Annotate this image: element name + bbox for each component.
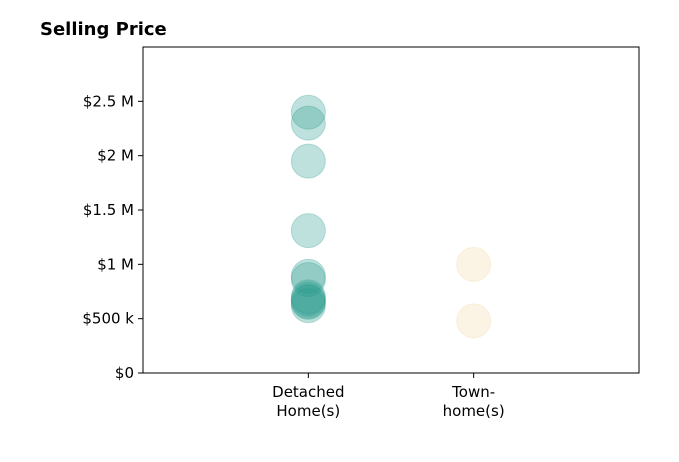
data-point — [290, 105, 326, 141]
data-point — [290, 283, 326, 319]
y-tick-label: $0 — [115, 364, 134, 382]
data-point — [290, 262, 326, 298]
x-tick-label-line: Town- — [451, 383, 495, 401]
data-point — [290, 288, 326, 324]
chart-title: Selling Price — [40, 19, 167, 40]
data-points — [290, 94, 492, 339]
data-point — [290, 279, 326, 315]
data-point — [290, 143, 326, 179]
y-tick-label: $500 k — [82, 310, 134, 328]
x-tick-label-line: home(s) — [443, 402, 505, 420]
x-tick-label-line: Detached — [272, 383, 344, 401]
data-point — [290, 94, 326, 130]
data-point — [290, 213, 326, 249]
data-point — [290, 258, 326, 294]
y-tick-label: $1 M — [97, 255, 134, 273]
data-point — [456, 246, 492, 282]
data-point — [456, 303, 492, 339]
x-tick-label: Detached Home(s) — [272, 383, 344, 420]
x-tick-label-line: Home(s) — [276, 402, 340, 420]
y-axis: $0 $500 k $1 M $1.5 M $2 M $2.5 M — [82, 92, 143, 382]
x-tick-label: Town-home(s) — [443, 383, 505, 420]
y-tick-label: $2 M — [97, 147, 134, 165]
y-tick-label: $2.5 M — [83, 92, 134, 110]
y-tick-label: $1.5 M — [83, 201, 134, 219]
data-point — [290, 281, 326, 317]
data-point — [290, 284, 326, 320]
plot-area-frame — [142, 46, 640, 374]
x-axis: Detached Home(s) Town-home(s) — [272, 373, 505, 420]
